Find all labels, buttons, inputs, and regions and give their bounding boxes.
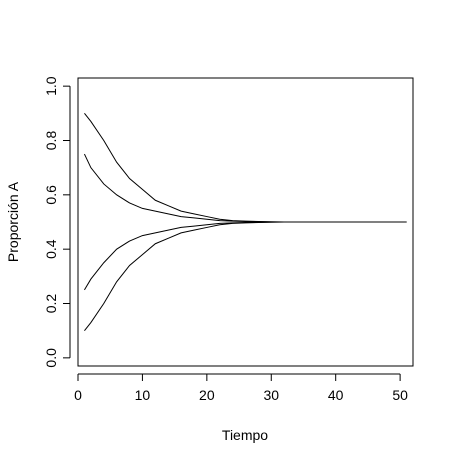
x-tick-label: 50 <box>392 387 408 403</box>
series-line-1 <box>84 113 407 223</box>
y-axis: 0.0 0.2 0.4 0.6 0.8 1.0 <box>43 76 71 368</box>
plot-frame <box>77 77 414 367</box>
y-tick-label: 0.4 <box>43 239 59 259</box>
series-line-3 <box>84 221 407 291</box>
series-line-4 <box>84 221 407 331</box>
x-tick-label: 10 <box>135 387 151 403</box>
x-tick-label: 20 <box>199 387 215 403</box>
y-tick-label: 0.0 <box>43 348 59 368</box>
y-axis-title: Proporción A <box>5 181 21 262</box>
x-tick-label: 30 <box>263 387 279 403</box>
series-layer <box>83 113 407 331</box>
x-axis: 0 10 20 30 40 50 <box>74 373 408 403</box>
y-tick-label: 1.0 <box>43 76 59 96</box>
series-line-2 <box>83 153 407 223</box>
y-tick-label: 0.6 <box>43 185 59 205</box>
x-tick-label: 40 <box>328 387 344 403</box>
y-tick-label: 0.2 <box>43 294 59 314</box>
y-tick-label: 0.8 <box>43 131 59 151</box>
x-tick-label: 0 <box>74 387 82 403</box>
x-axis-title: Tiempo <box>222 427 268 443</box>
